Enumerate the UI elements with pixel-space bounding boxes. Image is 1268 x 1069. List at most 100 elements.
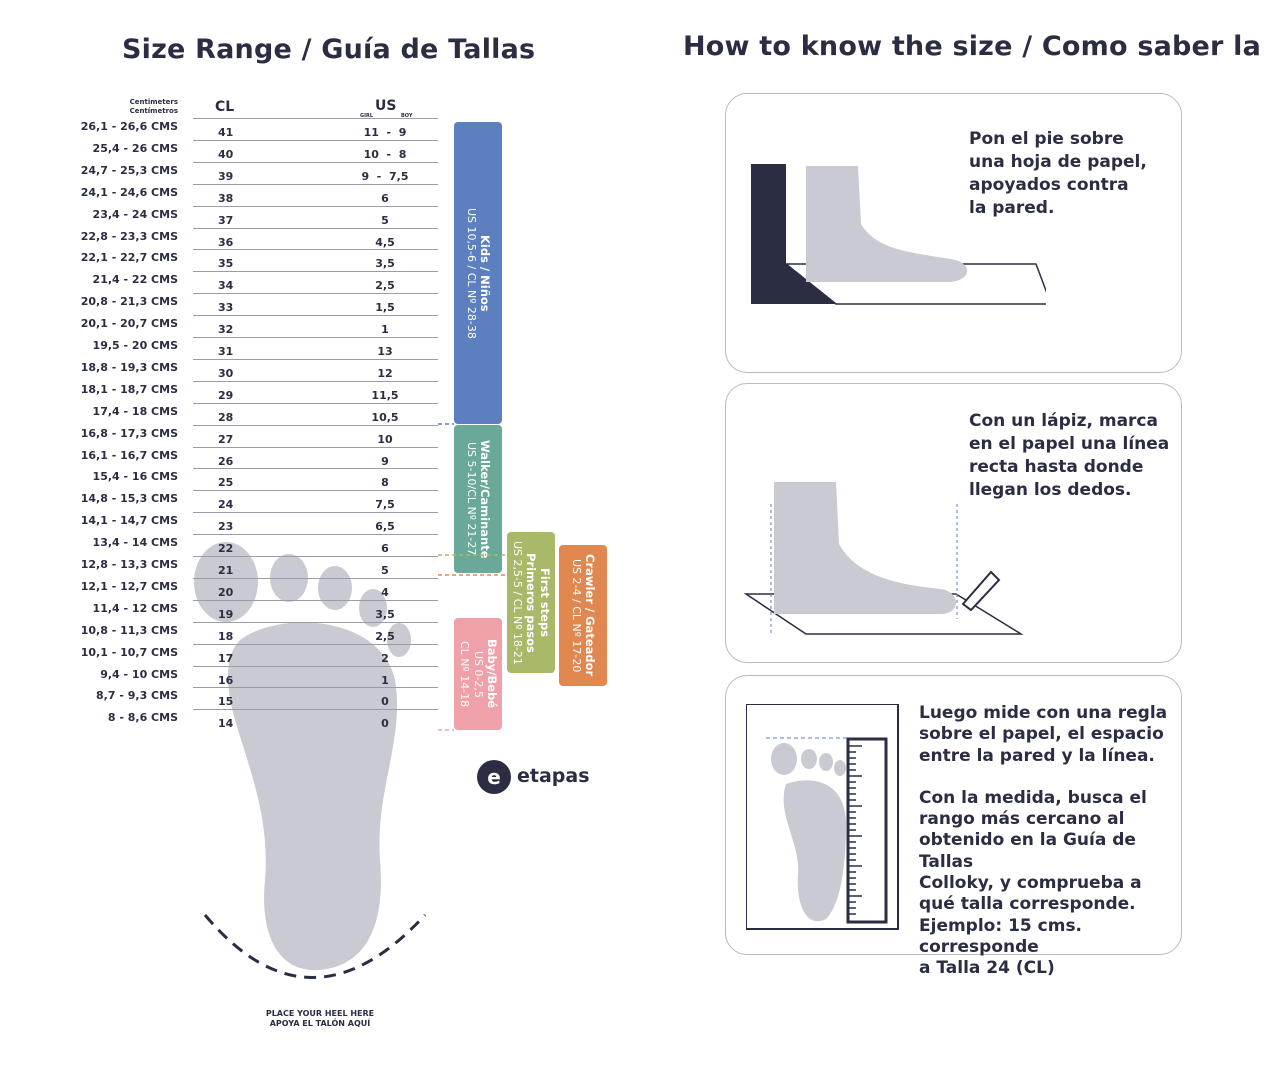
table-row: 12,1 - 12,7 CMS 20 4	[0, 577, 440, 602]
heel-arc	[203, 913, 427, 979]
text-line: apoyados contra	[969, 175, 1129, 195]
cm-range: 15,4 - 16 CMS	[92, 470, 178, 484]
cl-size: 41	[218, 126, 234, 139]
text-line: qué talla corresponde.	[919, 894, 1136, 915]
stage-title: Walker/Caminante	[478, 439, 492, 559]
us-size: 10,5	[371, 410, 399, 424]
table-row: 15,4 - 16 CMS 25 8	[0, 468, 440, 492]
cl-size: 37	[218, 213, 234, 227]
cm-range: 10,1 - 10,7 CMS	[80, 645, 178, 659]
cl-size: 27	[218, 432, 234, 446]
cm-header-es: Centímetros	[129, 107, 178, 115]
stage-title: Kids / Niños	[478, 234, 492, 312]
table-row: 21,4 - 22 CMS 34 2,5	[0, 271, 440, 295]
heel-text: PLACE YOUR HEEL HERE APOYA EL TALÓN AQUÍ	[250, 1009, 390, 1029]
text-line: sobre el papel, el espacio	[919, 724, 1164, 745]
cl-size: 15	[218, 695, 234, 709]
heel-text-es: APOYA EL TALÓN AQUÍ	[269, 1019, 371, 1028]
cm-range: 12,8 - 13,3 CMS	[80, 558, 178, 571]
cm-header-en: Centimeters	[129, 98, 178, 106]
cl-size: 25	[218, 476, 234, 490]
table-row: 22,1 - 22,7 CMS 35 3,5	[0, 249, 440, 273]
table-row: 18,8 - 19,3 CMS 30 12	[0, 358, 440, 383]
ruler-measure-icon	[746, 704, 899, 930]
us-size: 13	[377, 345, 393, 358]
text-line: recta hasta donde	[969, 457, 1144, 477]
cm-range: 14,1 - 14,7 CMS	[80, 514, 178, 528]
cl-size: 14	[218, 717, 234, 731]
row-divider	[193, 118, 438, 119]
cm-range: 17,4 - 18 CMS	[92, 404, 178, 418]
stage-title: First steps	[538, 567, 552, 638]
table-row: 23,4 - 24 CMS 37 5	[0, 205, 440, 230]
cl-size: 39	[218, 169, 234, 183]
stage-first-steps: First steps Primeros pasos US 2,5-5 / CL N…	[507, 532, 555, 673]
cm-range: 16,8 - 17,3 CMS	[80, 426, 178, 440]
cm-range: 22,1 - 22,7 CMS	[80, 251, 178, 265]
table-row: 18,1 - 18,7 CMS 29 11,5	[0, 380, 440, 405]
text-line: Pon el pie sobre	[969, 129, 1124, 149]
cl-size: 22	[218, 542, 234, 556]
row-divider	[193, 534, 438, 536]
text-line: rango más cercano al	[919, 809, 1125, 830]
cm-range: 14,8 - 15,3 CMS	[80, 492, 178, 506]
stage-sub: US 2,5-5 / CL Nº 18-21	[511, 540, 524, 665]
cl-header: CL	[215, 99, 235, 115]
row-divider	[193, 446, 438, 448]
table-row: 9,4 - 10 CMS 16 1	[0, 665, 440, 690]
stage-sub: US 0-2,5	[472, 650, 485, 698]
table-row: 13,4 - 14 CMS 22 6	[0, 534, 440, 558]
footprint-icon	[194, 542, 427, 979]
step-2-text: Con un lápiz, marca en el papel una línea…	[969, 410, 1169, 502]
cm-range: 12,1 - 12,7 CMS	[80, 579, 178, 593]
stage-walker: Walker/Caminante US 5-10/CL Nº 21-27	[454, 425, 502, 573]
cl-size: 21	[218, 564, 234, 577]
us-size: 0	[381, 717, 389, 731]
us-size: 9 - 7,5	[361, 169, 409, 183]
cm-range: 13,4 - 14 CMS	[92, 536, 178, 550]
row-divider	[193, 249, 438, 251]
stage-sub2: CL Nº 14-18	[458, 640, 471, 708]
us-size: 6,5	[375, 520, 395, 534]
us-size: 8	[381, 476, 389, 490]
text-line: entre la pared y la línea.	[919, 745, 1155, 766]
row-divider	[193, 665, 438, 667]
cl-size: 20	[218, 585, 234, 599]
etapas-logo: etapas	[517, 765, 590, 787]
table-row: 25,4 - 26 CMS 40 10 - 8	[0, 139, 440, 164]
us-size: 10 - 8	[363, 147, 407, 161]
row-divider	[193, 380, 438, 382]
step-2-panel: Con un lápiz, marca en el papel una línea…	[725, 383, 1182, 663]
stage-title-es: Primeros pasos	[524, 552, 538, 653]
stage-sub: US 10,5-6 / CL Nº 28-38	[465, 207, 478, 339]
cl-size: 34	[218, 279, 234, 293]
us-size: 3,5	[375, 257, 395, 271]
text-line: a Talla 24 (CL)	[919, 958, 1055, 979]
us-size: 4,5	[375, 235, 395, 249]
us-size: 2,5	[375, 629, 395, 643]
us-size: 12	[377, 366, 393, 380]
cm-range: 11,4 - 12 CMS	[92, 601, 178, 615]
cl-size: 36	[218, 235, 234, 249]
girl-label: GIRL	[360, 113, 374, 119]
table-row: 10,8 - 11,3 CMS 18 2,5	[0, 621, 440, 646]
cm-range: 19,5 - 20 CMS	[92, 339, 178, 352]
stage-kids: Kids / Niños US 10,5-6 / CL Nº 28-38	[454, 122, 502, 424]
us-size: 1,5	[375, 301, 395, 315]
step-3-panel: Luego mide con una regla sobre el papel, …	[725, 675, 1182, 978]
row-divider	[193, 577, 438, 579]
stage-sub: US 5-10/CL Nº 21-27	[465, 442, 478, 556]
cl-size: 40	[218, 147, 234, 161]
table-row: 14,8 - 15,3 CMS 24 7,5	[0, 490, 440, 514]
row-divider	[193, 556, 438, 557]
table-row: 20,1 - 20,7 CMS 32 1	[0, 315, 440, 339]
row-divider	[193, 358, 438, 360]
step-1-text: Pon el pie sobre una hoja de papel, apoyad…	[969, 128, 1147, 220]
table-row: 19,5 - 20 CMS 31 13	[0, 337, 440, 361]
cl-size: 19	[218, 607, 234, 621]
cl-size: 23	[218, 520, 234, 534]
row-divider	[193, 271, 438, 273]
row-divider	[193, 687, 438, 689]
us-size: 1	[381, 673, 389, 687]
